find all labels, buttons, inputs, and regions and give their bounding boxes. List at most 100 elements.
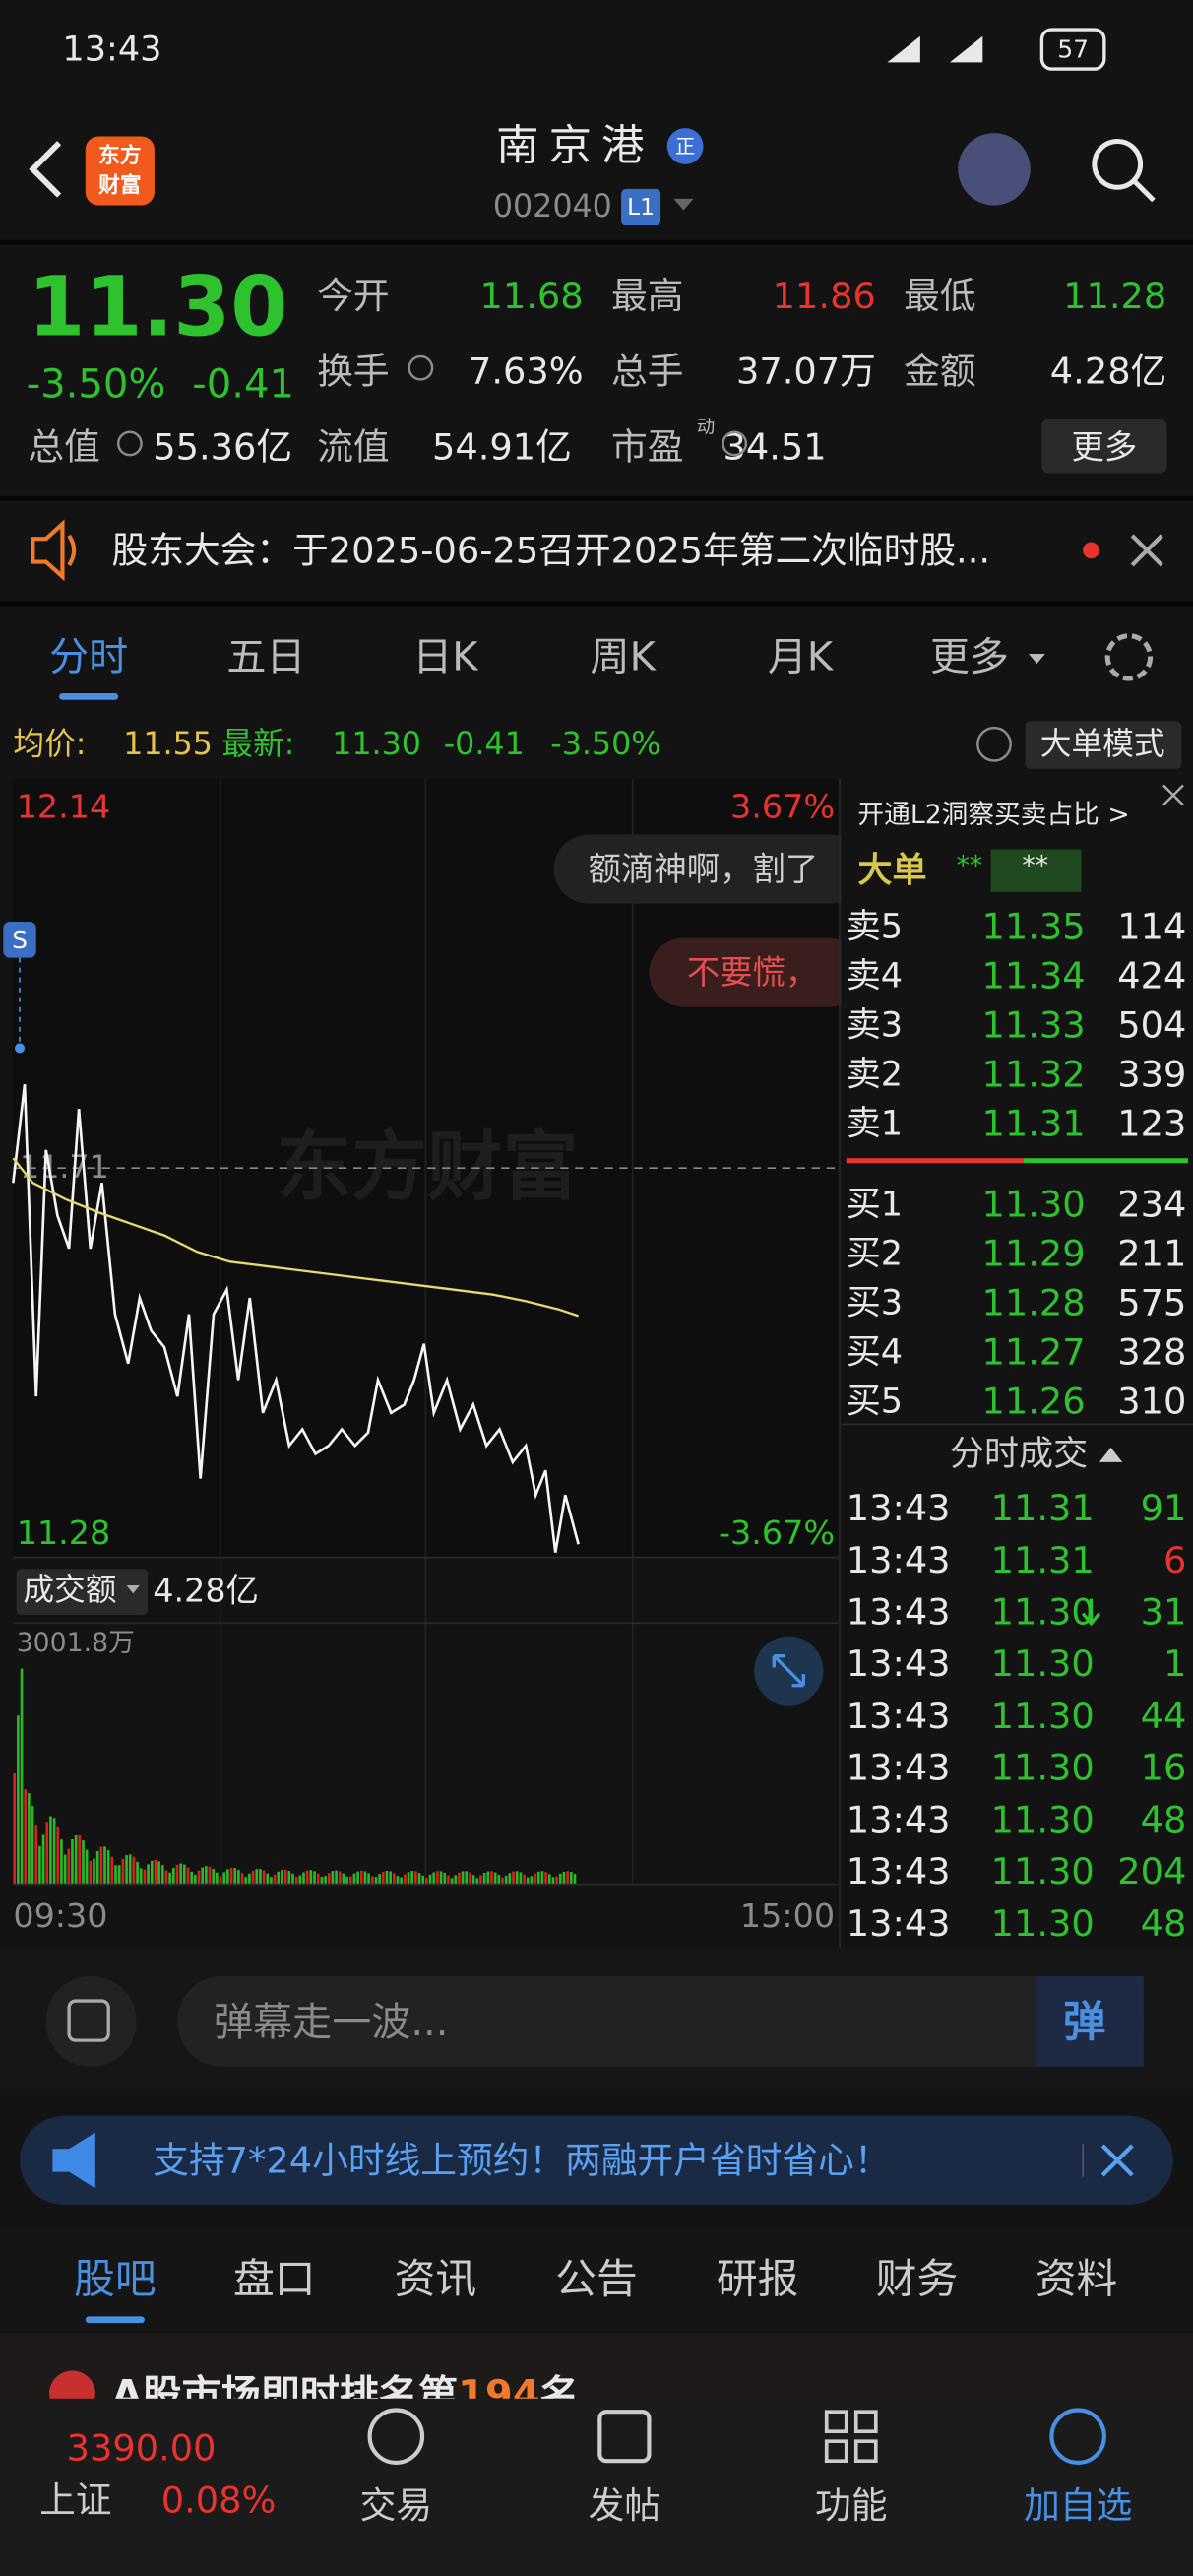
book-price: 11.34: [982, 955, 1086, 998]
index-change: 0.08%: [161, 2479, 277, 2522]
nav-item[interactable]: 发帖: [589, 2484, 660, 2527]
status-time: 13:43: [62, 30, 161, 70]
notice-close[interactable]: [1130, 534, 1163, 567]
nav-item[interactable]: 功能: [815, 2484, 887, 2527]
volume-bar-decor: [348, 1876, 352, 1885]
stat-superscript: 动: [697, 417, 715, 437]
nav-icon: [597, 2410, 652, 2464]
volume-bar-decor: [255, 1869, 259, 1885]
badge: [666, 128, 704, 164]
badge-text: 正: [675, 134, 695, 158]
section-tab[interactable]: 研报: [717, 2255, 798, 2303]
nav-item[interactable]: 交易: [360, 2484, 432, 2527]
expand-icon: [772, 1654, 806, 1688]
volume-bar-decor: [523, 1874, 526, 1885]
volume-bar-decor: [551, 1877, 555, 1885]
volume-bar-decor: [233, 1868, 237, 1885]
danmaku-send-text[interactable]: 弹: [1063, 1998, 1105, 2047]
mode-button[interactable]: [1025, 721, 1182, 769]
bottom-nav: [0, 2398, 1193, 2576]
volume-bar-decor: [519, 1872, 523, 1885]
volume-bar-decor: [342, 1873, 345, 1885]
book-divider-green: [1024, 1158, 1188, 1164]
trade-volume: 31: [1141, 1591, 1187, 1634]
nav-item[interactable]: 加自选: [1024, 2484, 1132, 2527]
assistant[interactable]: [958, 133, 1031, 206]
l2-promo[interactable]: 开通L2洞察买卖占比 >: [857, 800, 1129, 830]
book-level: 卖5: [847, 906, 903, 946]
section-tab[interactable]: 财务: [876, 2255, 958, 2303]
danmaku-send[interactable]: [1036, 1976, 1144, 2067]
danmaku-icon[interactable]: [45, 1976, 137, 2067]
section-tab[interactable]: 股吧: [74, 2255, 156, 2303]
stock-name: 南京港: [496, 121, 654, 170]
volume-bar-decor: [547, 1874, 551, 1885]
chart-tab[interactable]: 周K: [591, 634, 658, 679]
book-volume: 211: [1117, 1232, 1186, 1274]
danmaku-placeholder[interactable]: 弹幕走一波...: [214, 2000, 449, 2045]
promo-close[interactable]: [1162, 784, 1184, 806]
trade-marker-text: S: [12, 926, 28, 954]
trade-volume: 44: [1141, 1695, 1187, 1737]
dropdown: [673, 198, 694, 211]
chart-tab[interactable]: 日K: [412, 634, 479, 679]
volume-bar-decor: [475, 1878, 479, 1885]
chart-tab[interactable]: 五日: [226, 634, 305, 679]
book-volume: 234: [1117, 1183, 1186, 1225]
section-tab[interactable]: 资讯: [395, 2255, 476, 2303]
order-panel: [841, 778, 1193, 1949]
mode-button-text[interactable]: 大单模式: [1040, 727, 1165, 762]
settings-icon[interactable]: [1104, 633, 1154, 681]
section-tab[interactable]: 公告: [555, 2255, 637, 2303]
trade-price: 11.30: [991, 1591, 1095, 1634]
search-icon[interactable]: [1092, 138, 1144, 190]
volume-bar-decor: [106, 1850, 110, 1885]
volume-bar-decor: [389, 1871, 392, 1885]
volume-bar-decor: [414, 1871, 417, 1885]
volume-bar-decor: [89, 1860, 93, 1885]
volume-label: 成交额: [23, 1573, 116, 1608]
back-button[interactable]: [29, 141, 62, 198]
banner-text[interactable]: 支持7*24小时线上预约！两融开户省时省心！: [153, 2139, 890, 2181]
section-tab[interactable]: 盘口: [233, 2255, 315, 2303]
chart-tab[interactable]: 月K: [768, 634, 835, 679]
volume-bar-decor: [305, 1870, 309, 1885]
volume-bar-decor: [497, 1874, 501, 1885]
trade-time: 13:43: [847, 1798, 951, 1840]
notice[interactable]: 股东大会：于2025-06-25召开2025年第二次临时股...: [112, 529, 991, 571]
volume-bar-decor: [160, 1865, 164, 1885]
volume-bar-decor: [486, 1871, 490, 1885]
volume-bar-decor: [404, 1874, 407, 1885]
volume-bar-decor: [273, 1874, 277, 1885]
chart-tab[interactable]: 分时: [49, 634, 128, 679]
stock-code: 002040: [493, 189, 612, 225]
danmaku-input[interactable]: [177, 1976, 1144, 2067]
book-price: 11.31: [982, 1103, 1086, 1145]
avg-value: 11.55: [123, 727, 213, 762]
volume-bar-decor: [193, 1874, 197, 1885]
banner-close[interactable]: [1100, 2144, 1134, 2177]
chart-tab[interactable]: 更多: [930, 634, 1009, 679]
volume-bar-decor: [82, 1840, 85, 1885]
banner[interactable]: [20, 2115, 1173, 2205]
more-button[interactable]: [1041, 419, 1167, 474]
ranking-strip: [0, 2333, 1193, 2399]
volume-selector[interactable]: [16, 1569, 149, 1616]
stat-label: 最低: [904, 275, 975, 317]
volume-bar-decor: [179, 1863, 182, 1885]
volume-bar-decor: [212, 1869, 216, 1885]
logo: [85, 136, 155, 206]
volume-bar-decor: [515, 1871, 519, 1885]
volume-bar-decor: [378, 1874, 381, 1885]
index-value[interactable]: 3390.00: [67, 2426, 217, 2469]
more-button-text[interactable]: 更多: [1071, 427, 1137, 466]
book-level: 卖1: [847, 1104, 903, 1144]
volume-bar-decor: [182, 1864, 186, 1885]
trade-time: 13:43: [847, 1539, 951, 1581]
section-tab[interactable]: 资料: [1036, 2255, 1117, 2303]
stat-label: 总值: [28, 425, 99, 468]
book-level: 买1: [847, 1184, 903, 1224]
volume-bar-decor: [150, 1860, 154, 1885]
volume-bar-decor: [277, 1871, 281, 1885]
trade-price: 11.31: [991, 1487, 1095, 1529]
